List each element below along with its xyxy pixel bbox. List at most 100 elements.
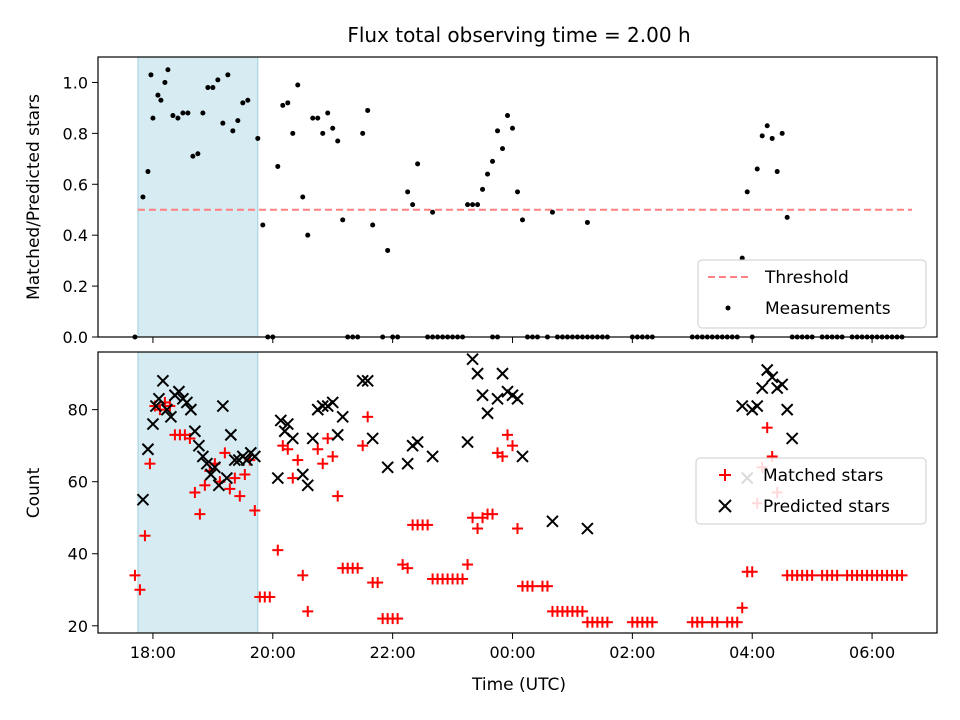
predicted-star-point (136, 493, 150, 506)
measurement-point (162, 79, 168, 85)
matched-star-point (287, 472, 299, 484)
predicted-star-point (546, 515, 559, 528)
predicted-star-point (426, 450, 439, 463)
matched-star-point (736, 602, 748, 614)
measurement-point (519, 217, 525, 223)
predicted-star-point (381, 461, 394, 474)
measurement-point (170, 113, 176, 119)
measurement-point (480, 186, 486, 192)
y-tick-label: 0.0 (63, 328, 88, 347)
matched-star-point (696, 616, 708, 628)
matched-star-point (327, 450, 339, 462)
measurement-point (475, 202, 481, 208)
measurement-point (515, 189, 520, 195)
matched-star-point (467, 512, 479, 524)
predicted-star-point (481, 407, 494, 420)
predicted-star-point (471, 367, 484, 380)
measurement-point (315, 115, 321, 121)
predicted-star-point (511, 392, 524, 406)
measurement-point (485, 171, 491, 177)
measurement-point (335, 138, 341, 144)
measurement-point (155, 92, 161, 98)
x-tick-label: 04:00 (729, 643, 775, 662)
predicted-star-point (160, 403, 174, 416)
matched-star-point (457, 573, 469, 585)
matched-star-point (487, 508, 499, 520)
measurement-point (175, 115, 181, 121)
count-y-axis-label: Count (24, 467, 44, 518)
measurement-point (140, 194, 146, 200)
matched-star-point (272, 544, 284, 556)
predicted-star-point (326, 396, 339, 409)
legend-threshold-label: Threshold (764, 268, 849, 288)
matched-star-point (317, 458, 329, 470)
matched-star-point (139, 530, 151, 542)
matched-star-point (282, 443, 294, 455)
ratio-panel-frame (97, 56, 938, 338)
measurement-point (739, 255, 745, 261)
matched-star-point (264, 591, 276, 603)
y-tick-label: 0.8 (63, 124, 88, 143)
matched-star-point (312, 443, 324, 455)
matched-star-point (896, 569, 908, 581)
measurement-point (148, 72, 154, 78)
matched-star-point (297, 569, 309, 581)
matched-star-point (761, 422, 773, 434)
measurement-point (330, 125, 336, 131)
y-tick-label: 0.4 (63, 226, 88, 245)
predicted-star-point (401, 457, 414, 470)
predicted-star-point (756, 381, 769, 395)
predicted-star-point (196, 450, 210, 463)
matched-star-point (219, 447, 231, 459)
predicted-star-point (146, 417, 160, 431)
measurement-point (158, 97, 164, 103)
matched-star-point (194, 508, 206, 520)
matched-star-point (129, 569, 141, 581)
y-tick-label: 40 (68, 545, 88, 564)
measurement-point (340, 217, 346, 223)
measurement-point (784, 214, 790, 220)
matched-star-point (292, 454, 304, 466)
measurement-point (275, 163, 281, 169)
measurement-point (280, 102, 286, 108)
predicted-star-point (466, 352, 479, 366)
measurement-point (290, 130, 296, 136)
predicted-star-point (366, 432, 379, 445)
predicted-star-point (149, 399, 163, 413)
measurement-point (295, 82, 301, 88)
measurement-point (150, 115, 156, 121)
measurement-point (305, 232, 311, 238)
matched-star-point (189, 487, 201, 498)
matched-star-point (234, 490, 246, 502)
matched-star-point (357, 440, 369, 452)
predicted-star-point (180, 396, 194, 409)
measurement-point (260, 222, 266, 228)
ratio-x-ticks (152, 337, 873, 343)
matched-star-point (512, 523, 523, 535)
x-tick-label: 20:00 (250, 643, 296, 662)
x-tick-label: 06:00 (849, 643, 895, 662)
measurement-point (500, 146, 506, 152)
legend-measurements-swatch (725, 305, 731, 311)
x-tick-label: 18:00 (130, 643, 176, 662)
measurement-point (310, 115, 316, 121)
matched-star-point (249, 505, 261, 517)
predicted-star-point (296, 468, 309, 481)
matched-star-point (134, 584, 146, 596)
measurement-point (255, 135, 261, 141)
predicted-star-point (216, 399, 230, 413)
matched-star-point (646, 616, 658, 628)
measurement-point (165, 67, 171, 73)
predicted-star-point (331, 428, 344, 442)
measurement-point (754, 166, 760, 172)
predicted-star-point (248, 450, 262, 463)
legend-predicted-swatch (718, 499, 732, 513)
measurement-point (285, 100, 291, 106)
measurement-point (320, 130, 326, 136)
matched-star-point (229, 472, 241, 484)
measurement-point (225, 72, 231, 78)
matched-star-point (422, 519, 434, 531)
predicted-star-point (316, 399, 329, 413)
y-tick-label: 0.6 (63, 175, 88, 194)
predicted-star-point (274, 414, 287, 427)
